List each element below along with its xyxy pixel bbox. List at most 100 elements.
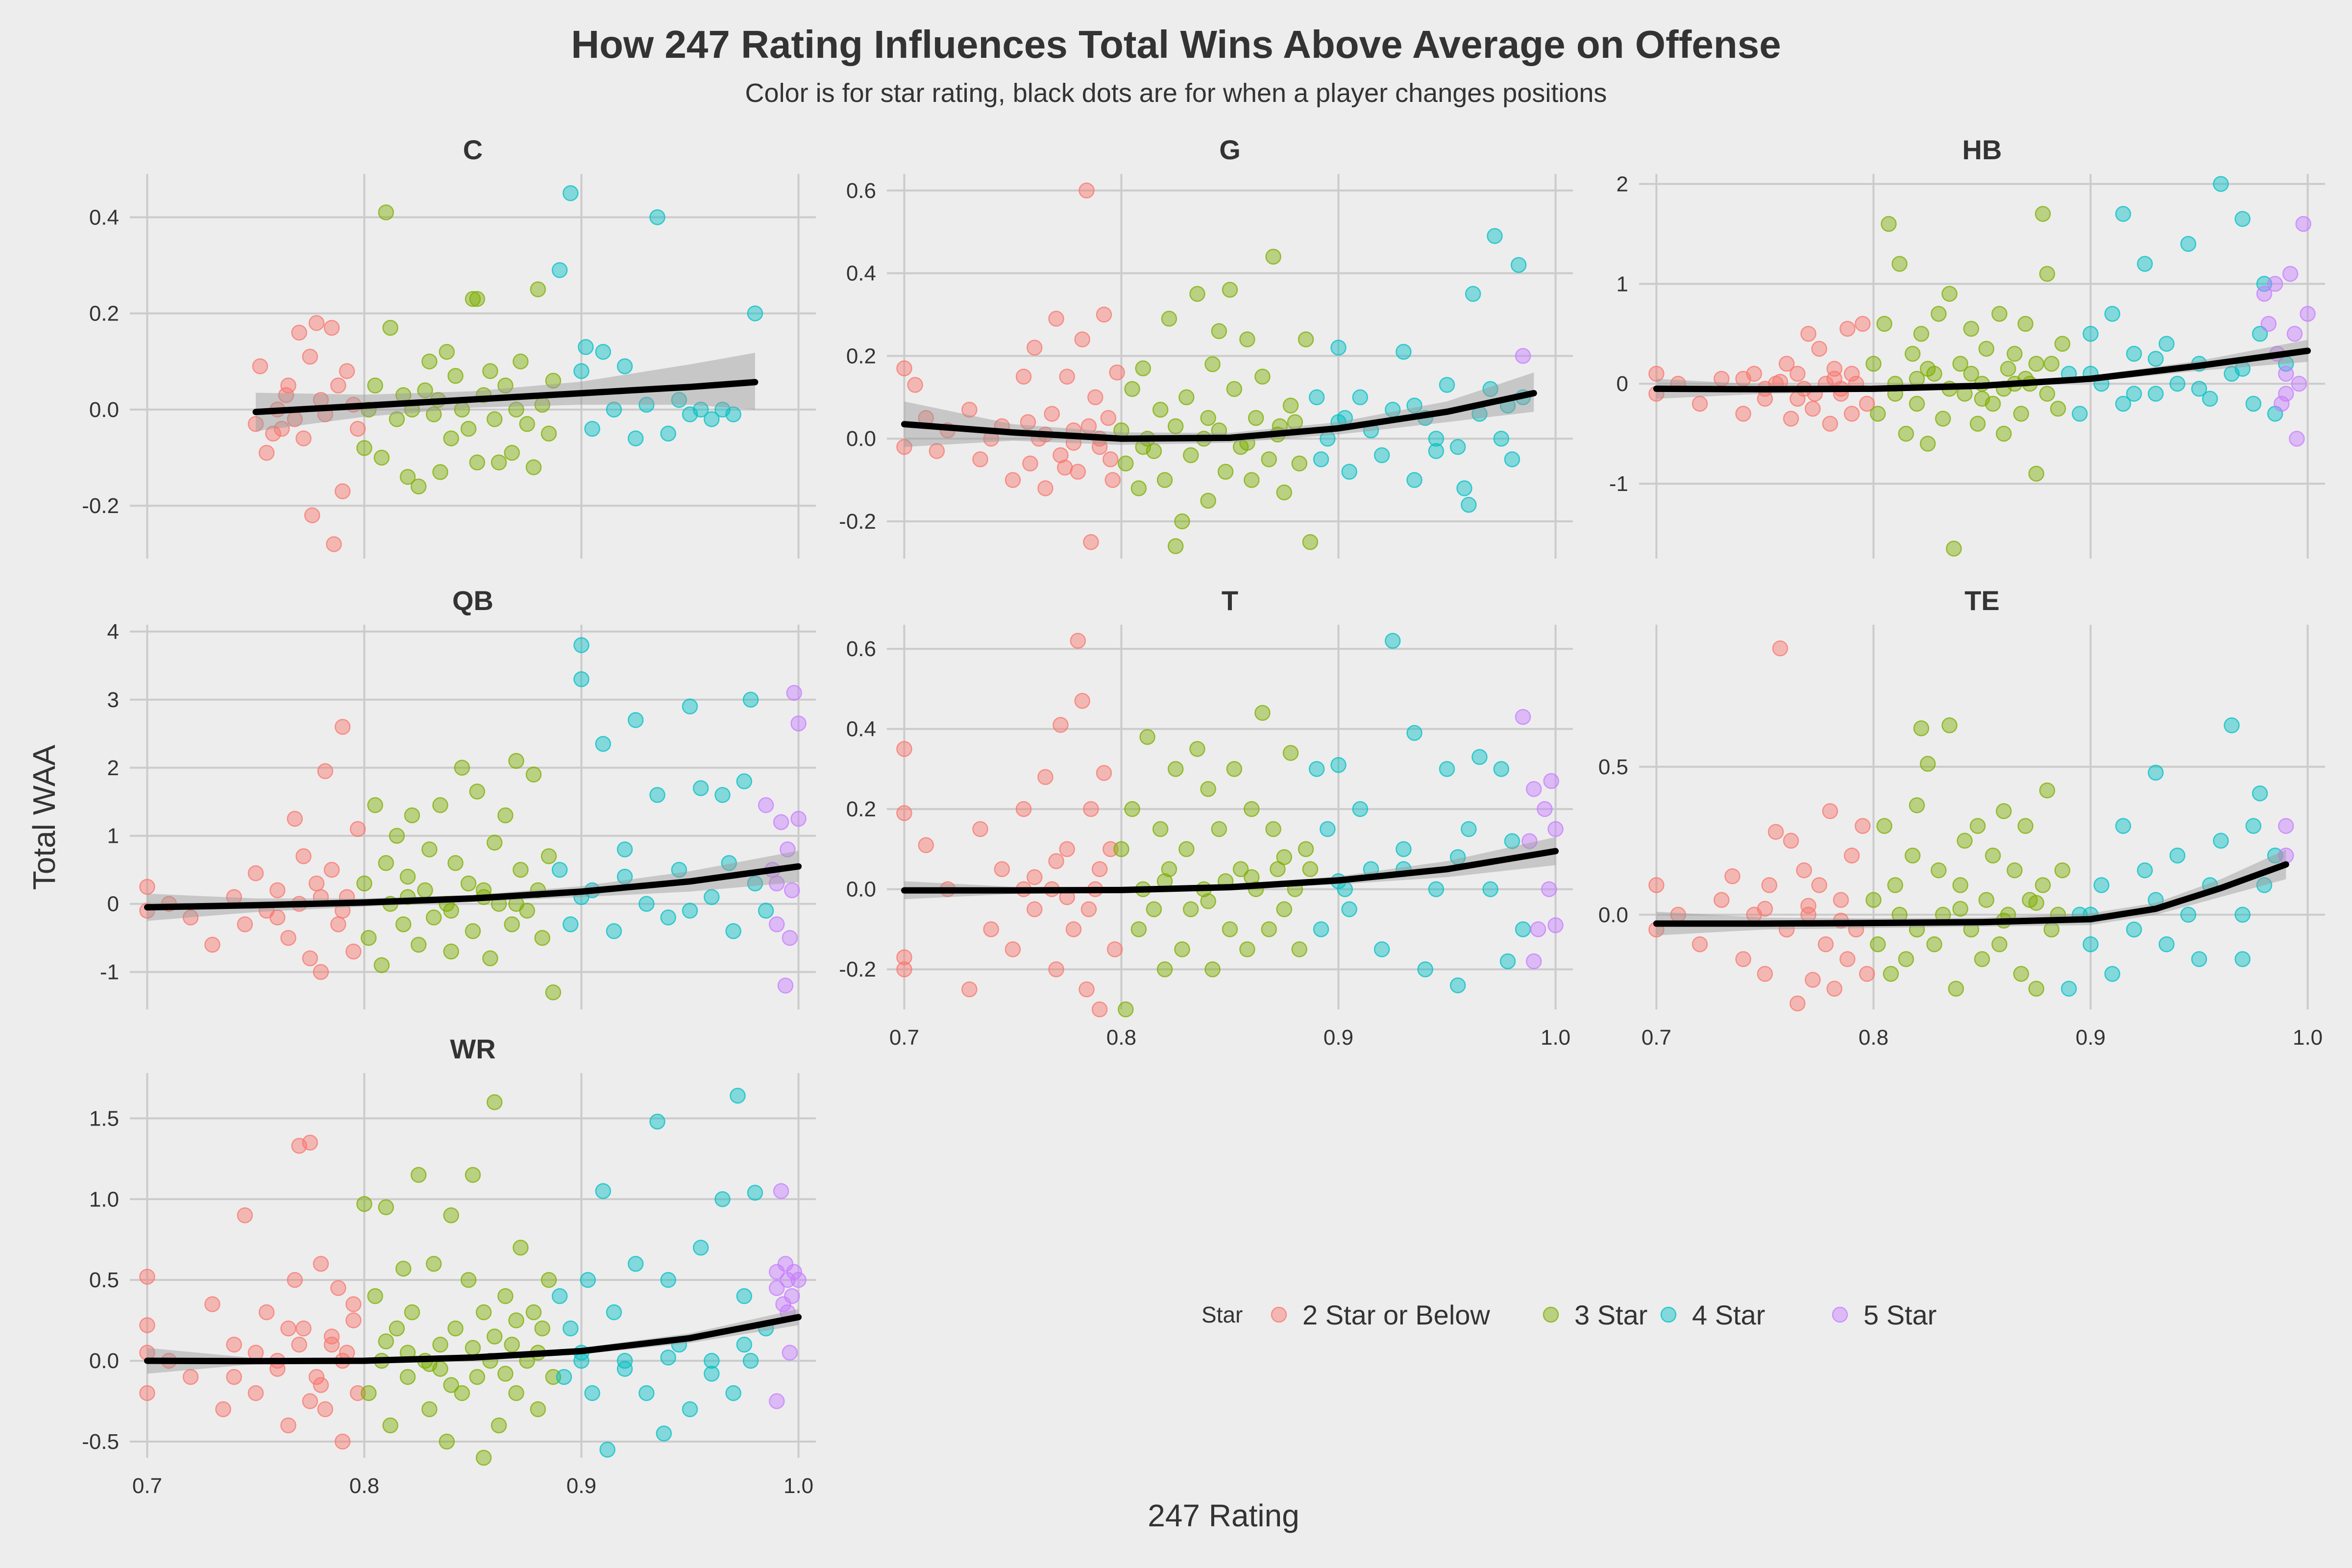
data-point-3-star <box>1174 513 1190 530</box>
data-point-4-star <box>725 1385 741 1401</box>
data-point-2-star-or-below <box>1714 892 1730 908</box>
data-point-3-star <box>1222 921 1238 937</box>
data-point-4-star <box>556 1369 572 1385</box>
data-point-5-star <box>1530 921 1546 937</box>
data-point-2-star-or-below <box>1757 901 1773 917</box>
data-point-2-star-or-below <box>1826 980 1842 997</box>
data-point-3-star <box>2000 361 2016 377</box>
data-point-4-star <box>660 1272 676 1288</box>
data-point-3-star <box>1957 833 1973 849</box>
data-point-5-star <box>782 930 798 946</box>
data-point-3-star <box>1254 705 1271 721</box>
data-point-5-star <box>2256 286 2273 302</box>
data-point-2-star-or-below <box>1109 364 1125 381</box>
data-point-3-star <box>404 807 420 824</box>
data-point-3-star <box>1978 892 1995 908</box>
data-point-4-star <box>2060 980 2077 997</box>
data-point-4-star <box>2256 877 2273 893</box>
data-point-3-star <box>1200 893 1216 909</box>
data-point-4-star <box>682 1401 698 1418</box>
data-point-4-star <box>2169 375 2185 392</box>
data-point-4-star <box>551 262 568 278</box>
y-tick-label: 2 <box>1617 172 1628 196</box>
data-point-3-star <box>404 1304 420 1321</box>
data-point-3-star <box>1298 841 1314 858</box>
data-point-4-star <box>1471 749 1488 765</box>
data-point-5-star <box>775 1296 791 1312</box>
data-point-2-star-or-below <box>1859 395 1875 412</box>
data-point-2-star-or-below <box>896 360 912 376</box>
data-point-3-star <box>367 377 383 393</box>
data-point-5-star <box>2300 306 2316 322</box>
data-point-5-star <box>790 715 807 732</box>
data-point-3-star <box>382 319 398 336</box>
data-point-3-star <box>1189 741 1205 757</box>
points-wr <box>139 1087 807 1466</box>
data-point-2-star-or-below <box>1843 406 1860 422</box>
data-point-3-star <box>378 204 394 220</box>
data-point-2-star-or-below <box>1074 693 1090 709</box>
y-tick-label: 0.0 <box>846 427 876 451</box>
points-t <box>896 633 1564 1018</box>
data-point-3-star <box>508 1312 524 1328</box>
data-point-4-star <box>2234 211 2251 227</box>
panel-title-qb: QB <box>452 585 493 616</box>
data-point-3-star <box>1124 801 1140 817</box>
data-point-2-star-or-below <box>226 1336 242 1353</box>
data-point-2-star-or-below <box>1724 868 1740 884</box>
data-point-2-star-or-below <box>896 949 912 965</box>
data-point-4-star <box>616 841 633 858</box>
data-point-4-star <box>616 1361 633 1377</box>
data-point-3-star <box>2039 266 2056 282</box>
data-point-2-star-or-below <box>280 1320 296 1337</box>
data-point-5-star <box>769 1280 785 1296</box>
data-point-3-star <box>382 1417 398 1434</box>
data-point-4-star <box>2202 391 2218 407</box>
data-point-3-star <box>399 468 416 485</box>
data-point-4-star <box>692 780 709 796</box>
data-point-3-star <box>2013 966 2029 982</box>
y-tick-label: 1 <box>107 824 119 848</box>
data-point-3-star <box>421 841 438 858</box>
data-point-2-star-or-below <box>313 964 329 980</box>
data-point-4-star <box>649 209 665 225</box>
data-point-2-star-or-below <box>1065 921 1082 937</box>
data-point-3-star <box>432 797 448 813</box>
data-point-3-star <box>454 1385 470 1401</box>
data-point-2-star-or-below <box>1102 451 1119 467</box>
trend-line <box>252 379 759 416</box>
data-point-4-star <box>1449 439 1466 455</box>
data-point-2-star-or-below <box>182 909 199 926</box>
data-point-4-star <box>2158 936 2175 953</box>
data-point-3-star <box>1876 316 1892 332</box>
data-point-3-star <box>1904 847 1921 864</box>
data-point-3-star <box>519 416 536 432</box>
data-point-4-star <box>595 735 612 752</box>
data-point-4-star <box>725 406 741 422</box>
data-point-3-star <box>439 343 455 360</box>
data-point-3-star <box>540 848 557 864</box>
data-point-2-star-or-below <box>1817 936 1834 953</box>
data-point-3-star <box>1130 480 1147 496</box>
data-point-3-star <box>1919 756 1936 772</box>
y-tick-label: 0.5 <box>1598 755 1628 779</box>
data-point-5-star <box>2289 431 2305 447</box>
data-point-3-star <box>1984 847 2001 864</box>
data-point-4-star <box>1406 397 1422 414</box>
data-point-3-star <box>460 1272 477 1288</box>
y-axis-label: Total WAA <box>26 745 62 890</box>
data-point-2-star-or-below <box>295 848 312 864</box>
data-point-3-star <box>1156 472 1173 488</box>
data-point-3-star <box>1232 861 1249 878</box>
data-point-4-star <box>2191 381 2207 397</box>
data-point-3-star <box>1948 980 1964 997</box>
data-point-3-star <box>469 784 486 800</box>
data-point-3-star <box>487 834 503 851</box>
data-point-3-star <box>1926 936 1942 953</box>
data-point-3-star <box>410 936 427 953</box>
data-point-3-star <box>513 1239 529 1256</box>
legend-label: 5 Star <box>1863 1299 1936 1330</box>
data-point-2-star-or-below <box>287 1272 303 1288</box>
data-point-3-star <box>460 420 477 437</box>
data-point-3-star <box>1952 356 1968 372</box>
